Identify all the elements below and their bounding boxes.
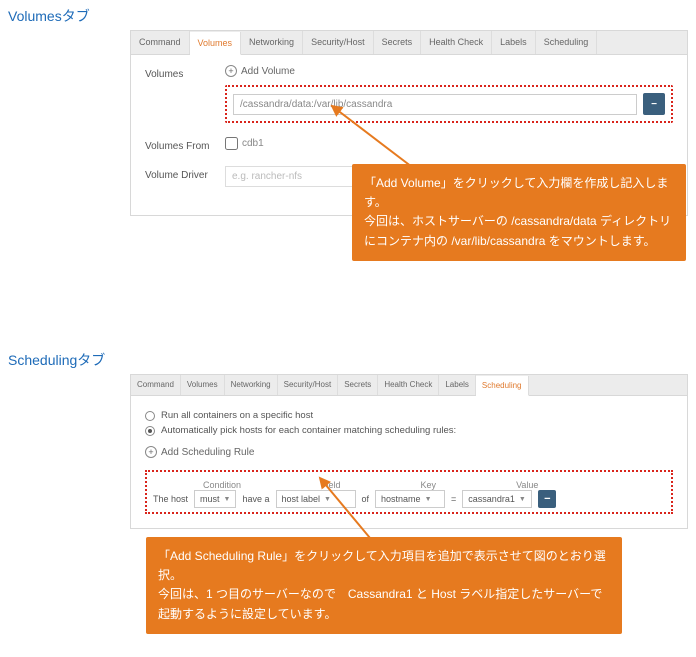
volume-driver-label: Volume Driver [145,166,225,181]
tab-security[interactable]: Security/Host [303,31,374,54]
head-condition: Condition [203,480,241,490]
callout-volumes: 「Add Volume」をクリックして入力欄を作成し記入します。 今回は、ホスト… [352,164,686,261]
select-value[interactable]: cassandra1▼ [462,490,532,508]
chevron-down-icon: ▼ [519,496,526,503]
tab-bar: Command Volumes Networking Security/Host… [131,31,687,55]
plus-icon: + [225,65,237,77]
tab2-networking[interactable]: Networking [225,375,278,395]
volume-entry-highlight: − [225,85,673,123]
add-rule-label: Add Scheduling Rule [161,447,254,458]
remove-volume-button[interactable]: − [643,93,665,115]
volumes-from-label: Volumes From [145,137,225,152]
tab2-health[interactable]: Health Check [378,375,439,395]
select-field[interactable]: host label▼ [276,490,356,508]
add-volume-button[interactable]: + Add Volume [225,65,295,77]
volume-path-input[interactable] [233,94,637,115]
select-key[interactable]: hostname▼ [375,490,445,508]
plus-icon-2: + [145,446,157,458]
volumes-section-title: Volumesタブ [0,0,696,30]
tab-command[interactable]: Command [131,31,190,54]
scheduling-section-title: Schedulingタブ [0,344,696,374]
chevron-down-icon: ▼ [224,496,231,503]
tab-health[interactable]: Health Check [421,31,492,54]
head-key: Key [421,480,437,490]
tab2-volumes[interactable]: Volumes [181,375,225,395]
tab-labels[interactable]: Labels [492,31,536,54]
txt-havea: have a [242,494,269,504]
txt-thehost: The host [153,494,188,504]
head-value: Value [516,480,538,490]
txt-eq: = [451,494,456,504]
tab-bar-2: Command Volumes Networking Security/Host… [131,375,687,396]
scheduling-panel: Command Volumes Networking Security/Host… [130,374,688,529]
tab2-security[interactable]: Security/Host [278,375,339,395]
remove-rule-button[interactable]: − [538,490,556,508]
radio-auto-pick[interactable] [145,426,155,436]
volumes-from-checkbox[interactable] [225,137,238,150]
volumes-from-value: cdb1 [242,138,264,149]
rule-highlight: Condition Field Key Value The host must▼… [145,470,673,514]
select-condition[interactable]: must▼ [194,490,236,508]
add-volume-label: Add Volume [241,66,295,77]
tab-networking[interactable]: Networking [241,31,303,54]
chevron-down-icon: ▼ [324,496,331,503]
tab2-labels[interactable]: Labels [439,375,476,395]
tab-secrets[interactable]: Secrets [374,31,422,54]
radio-specific-host[interactable] [145,411,155,421]
head-field: Field [321,480,341,490]
radio-auto-label: Automatically pick hosts for each contai… [161,425,456,436]
volumes-label: Volumes [145,65,225,80]
chevron-down-icon: ▼ [425,496,432,503]
tab-scheduling[interactable]: Scheduling [536,31,598,54]
tab2-command[interactable]: Command [131,375,181,395]
callout-scheduling: 「Add Scheduling Rule」をクリックして入力項目を追加で表示させ… [146,537,622,634]
tab2-scheduling[interactable]: Scheduling [476,376,529,396]
txt-of: of [362,494,370,504]
radio-specific-label: Run all containers on a specific host [161,410,313,421]
volume-driver-input[interactable]: e.g. rancher-nfs [225,166,355,187]
add-scheduling-rule-button[interactable]: + Add Scheduling Rule [145,446,254,458]
tab2-secrets[interactable]: Secrets [338,375,378,395]
tab-volumes[interactable]: Volumes [190,32,242,55]
